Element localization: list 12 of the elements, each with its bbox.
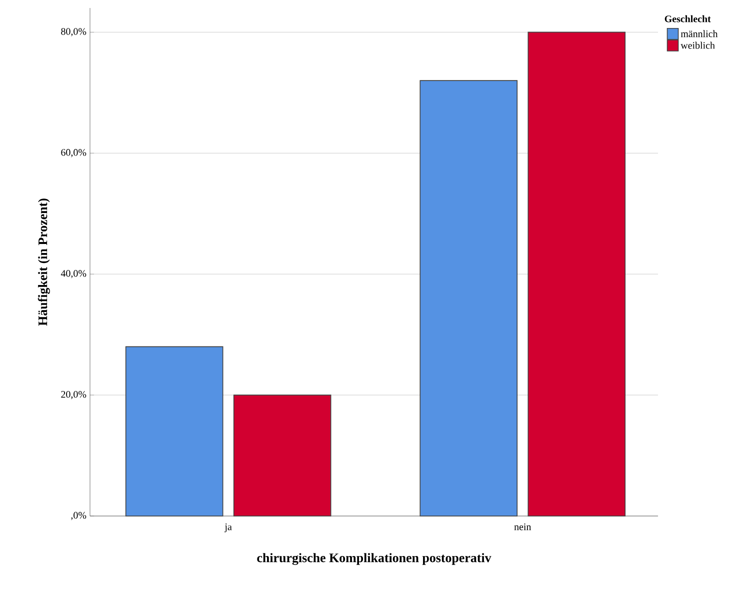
x-tick-label: nein	[514, 524, 532, 530]
legend-label: weiblich	[680, 42, 715, 49]
legend-title: Geschlecht	[664, 15, 711, 22]
x-tick-label: ja	[224, 524, 232, 532]
y-axis-title: Häufigkeit (in Prozent)	[38, 198, 50, 326]
y-tick-label: 20,0%	[61, 390, 86, 400]
y-tick-label: ,0%	[71, 512, 86, 520]
y-tick-label: 40,0%	[60, 270, 86, 278]
legend-label: männlich	[680, 30, 718, 38]
y-tick-label: 80,0%	[61, 28, 86, 36]
y-tick-label: 60,0%	[61, 149, 86, 158]
x-axis-title: chirurgische Komplikationen postoperativ	[257, 553, 492, 565]
